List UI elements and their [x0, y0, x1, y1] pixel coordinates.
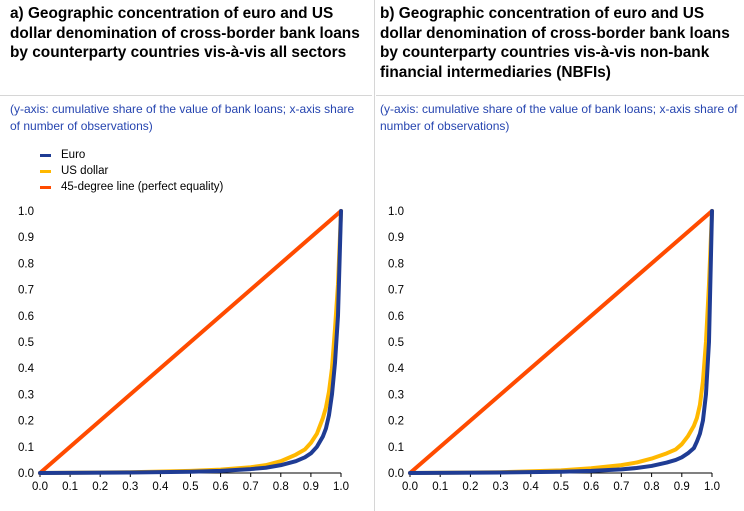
- y-tick-label: 0.9: [388, 232, 404, 244]
- legend-item-euro: Euro: [40, 147, 223, 163]
- y-tick-label: 0.3: [18, 389, 34, 401]
- legend-label-usd: US dollar: [61, 165, 109, 177]
- x-tick-label: 0.1: [432, 481, 448, 493]
- y-tick-label: 0.0: [388, 468, 404, 480]
- y-tick-label: 0.3: [388, 389, 404, 401]
- y-tick-label: 1.0: [388, 206, 404, 218]
- x-tick-label: 0.6: [583, 481, 599, 493]
- legend-swatch-usd: [40, 169, 51, 173]
- y-tick-label: 0.7: [18, 285, 34, 297]
- x-tick-label: 0.3: [493, 481, 509, 493]
- legend-item-equality: 45-degree line (perfect equality): [40, 179, 223, 195]
- panel-divider: [374, 0, 375, 511]
- y-tick-label: 0.1: [388, 442, 404, 454]
- legend-label-euro: Euro: [61, 149, 86, 161]
- legend-swatch-euro: [40, 153, 51, 157]
- x-tick-label: 0.0: [32, 481, 48, 493]
- chart-panel-a: a) Geographic concentration of euro and …: [0, 5, 372, 493]
- chart-subtitle: (y-axis: cumulative share of the value o…: [10, 102, 355, 133]
- x-tick-label: 0.4: [523, 481, 540, 493]
- series-euro-line: [408, 209, 714, 475]
- title-separator: [0, 95, 372, 96]
- x-tick-label: 0.4: [152, 481, 169, 493]
- y-tick-label: 0.8: [388, 258, 404, 270]
- x-tick-label: 0.1: [62, 481, 78, 493]
- legend-item-usd: US dollar: [40, 163, 223, 179]
- x-tick-label: 1.0: [704, 481, 720, 493]
- chart-subtitle: (y-axis: cumulative share of the value o…: [380, 102, 738, 133]
- x-tick-label: 0.7: [243, 481, 259, 493]
- x-tick-label: 0.5: [183, 481, 199, 493]
- x-tick-label: 0.5: [553, 481, 569, 493]
- legend-swatch-equality: [40, 185, 51, 189]
- x-tick-label: 1.0: [333, 481, 349, 493]
- y-tick-label: 0.8: [18, 258, 34, 270]
- y-tick-label: 0.7: [388, 285, 404, 297]
- y-tick-label: 0.4: [388, 363, 405, 375]
- legend-label-equality: 45-degree line (perfect equality): [61, 181, 224, 193]
- y-tick-label: 0.9: [18, 232, 34, 244]
- series-equality-line: [38, 209, 343, 475]
- series-euro-line: [38, 209, 343, 475]
- y-tick-label: 0.1: [18, 442, 34, 454]
- y-tick-label: 0.2: [388, 416, 404, 428]
- x-tick-label: 0.9: [303, 481, 319, 493]
- chart-plot-a: 0.0 0.1 0.2 0.3 0.4 0.5 0.6 0.7 0.8 0.9 1.0 0.0 0.1 0…: [18, 206, 349, 493]
- title-separator: [376, 95, 744, 96]
- chart-title: b) Geographic concentration of euro and …: [380, 5, 730, 81]
- x-tick-label: 0.7: [613, 481, 629, 493]
- y-tick-label: 0.5: [388, 337, 404, 349]
- x-tick-label: 0.0: [402, 481, 418, 493]
- x-tick-label: 0.6: [213, 481, 229, 493]
- y-tick-label: 0.2: [18, 416, 34, 428]
- x-tick-label: 0.2: [462, 481, 478, 493]
- chart-title: a) Geographic concentration of euro and …: [10, 5, 360, 61]
- y-tick-label: 0.5: [18, 337, 34, 349]
- series-equality-line: [408, 209, 714, 475]
- y-tick-label: 1.0: [18, 206, 34, 218]
- chart-legend: Euro US dollar 45-degree line (perfect e…: [40, 147, 223, 195]
- y-tick-label: 0.6: [18, 311, 34, 323]
- y-tick-label: 0.0: [18, 468, 34, 480]
- x-tick-label: 0.8: [644, 481, 660, 493]
- x-tick-label: 0.3: [122, 481, 138, 493]
- y-tick-label: 0.6: [388, 311, 404, 323]
- x-tick-label: 0.9: [674, 481, 690, 493]
- chart-panel-b: b) Geographic concentration of euro and …: [376, 0, 744, 511]
- y-tick-label: 0.4: [18, 363, 35, 375]
- x-tick-label: 0.8: [273, 481, 289, 493]
- x-tick-label: 0.2: [92, 481, 108, 493]
- chart-plot-b: 0.0 0.1 0.2 0.3 0.4 0.5 0.6 0.7 0.8 0.9 1.0 0.0 0.1 0…: [388, 206, 720, 493]
- series-usd-line: [408, 209, 714, 475]
